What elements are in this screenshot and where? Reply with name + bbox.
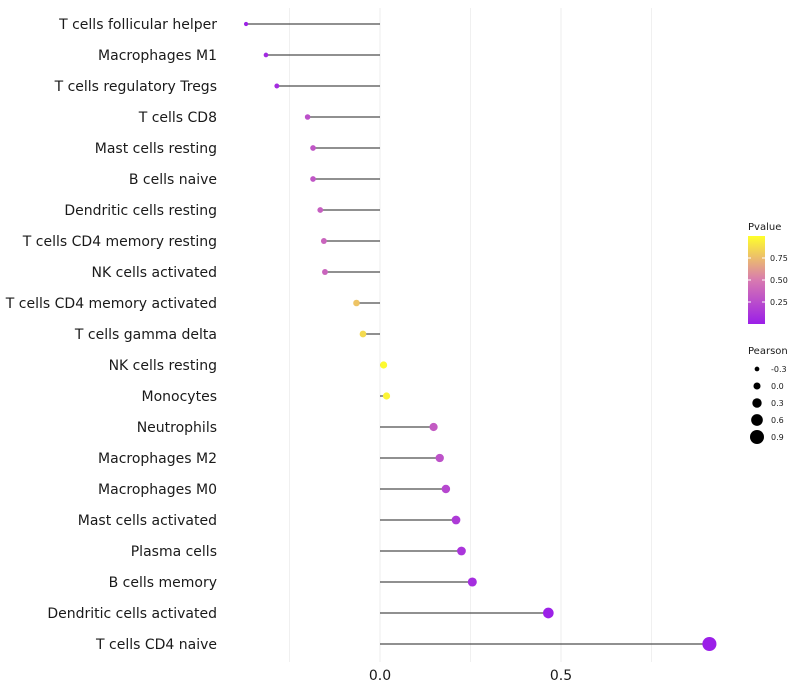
lollipop-point (702, 636, 717, 652)
lollipop-point (380, 361, 388, 369)
category-label: T cells follicular helper (58, 17, 217, 33)
lollipop-point (543, 607, 554, 619)
lollipop-point (310, 145, 316, 151)
colorbar-tick-label: 0.75 (770, 254, 788, 263)
lollipop-point (441, 484, 451, 494)
size-legend-dot (750, 430, 764, 444)
category-label: Macrophages M1 (98, 48, 217, 64)
lollipop-point (382, 392, 391, 400)
category-label: B cells naive (129, 172, 217, 188)
lollipop-point (310, 176, 316, 182)
lollipop-point (359, 330, 367, 338)
size-legend-label: 0.9 (771, 433, 784, 442)
category-label: Mast cells activated (78, 513, 217, 529)
size-legend-dot (751, 414, 763, 426)
lollipop-point (467, 577, 477, 587)
category-label: Dendritic cells activated (47, 606, 217, 622)
category-label: Neutrophils (137, 420, 217, 436)
lollipop-point (274, 83, 280, 89)
category-label: T cells CD4 memory resting (22, 234, 217, 250)
category-label: NK cells activated (92, 265, 217, 281)
lollipop-stems (246, 23, 710, 645)
x-axis-ticks: 0.0 0.5 (369, 668, 572, 684)
lollipop-point (304, 114, 311, 120)
category-label: Macrophages M2 (98, 451, 217, 467)
lollipop-point (243, 21, 249, 27)
category-label: Plasma cells (131, 544, 217, 560)
lollipop-point (451, 515, 461, 525)
category-label: T cells regulatory Tregs (54, 79, 217, 95)
pvalue-legend-title: Pvalue (748, 222, 781, 233)
size-legend-label: -0.3 (771, 365, 787, 374)
size-legend-dot (752, 398, 762, 408)
size-legend-label: 0.3 (771, 399, 784, 408)
pearson-legend-title: Pearson (748, 346, 788, 357)
category-label: T cells gamma delta (74, 327, 217, 343)
pearson-legend: Pearson -0.3 0.0 0.3 0.6 0.9 (748, 346, 788, 444)
lollipop-point (322, 269, 328, 275)
size-legend-label: 0.0 (771, 382, 784, 391)
category-label: T cells CD8 (138, 110, 217, 126)
category-label: T cells CD4 memory activated (5, 296, 217, 312)
category-label: NK cells resting (109, 358, 217, 374)
category-label: Macrophages M0 (98, 482, 217, 498)
colorbar-tick-label: 0.50 (770, 276, 788, 285)
lollipop-point (353, 299, 360, 307)
size-legend-dot (753, 382, 761, 390)
lollipop-point (320, 238, 327, 244)
category-labels: T cells follicular helper Macrophages M1 T… (5, 17, 217, 653)
category-label: Mast cells resting (95, 141, 217, 157)
lollipop-point (317, 207, 324, 213)
lollipop-point (263, 52, 269, 58)
size-legend-label: 0.6 (771, 416, 784, 425)
lollipop-point (457, 546, 466, 556)
grid-lines (289, 8, 652, 662)
category-label: Monocytes (142, 389, 217, 405)
category-label: T cells CD4 naive (95, 637, 217, 653)
x-tick-label: 0.0 (369, 668, 391, 684)
lollipop-point (435, 453, 444, 463)
pvalue-colorbar (748, 236, 765, 324)
x-tick-label: 0.5 (550, 668, 572, 684)
size-legend-dot (754, 366, 760, 372)
category-label: Dendritic cells resting (64, 203, 217, 219)
category-label: B cells memory (109, 575, 217, 591)
lollipop-points (243, 21, 717, 652)
lollipop-point (429, 422, 438, 432)
pvalue-legend: Pvalue 0.25 0.50 0.75 (748, 222, 788, 324)
colorbar-tick-label: 0.25 (770, 298, 788, 307)
